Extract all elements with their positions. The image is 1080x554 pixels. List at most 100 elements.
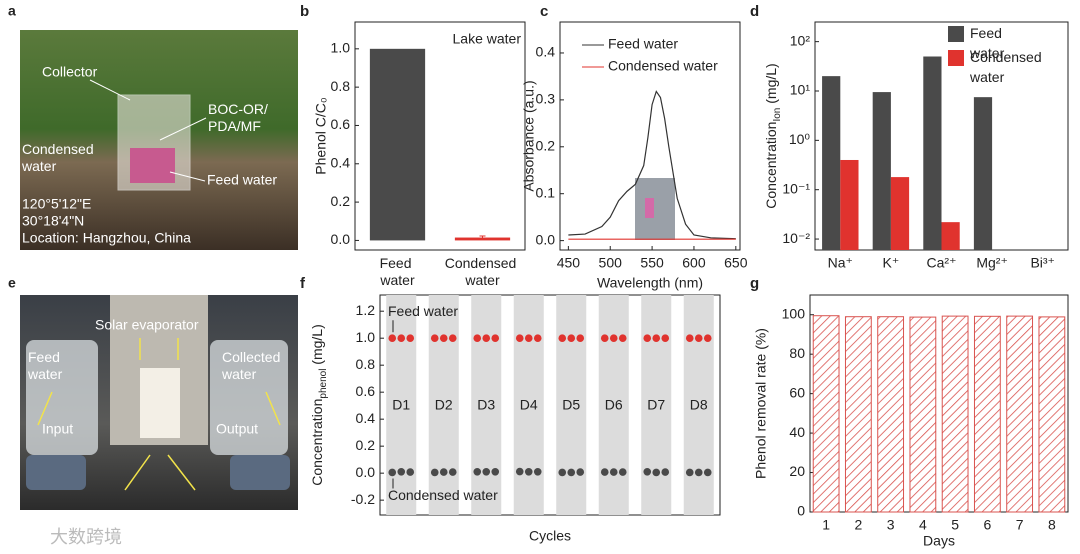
- point: [609, 468, 618, 476]
- x-tick-label: 6: [983, 517, 991, 533]
- pointer: [159, 117, 207, 141]
- point: [643, 334, 652, 342]
- y-tick-label: 20: [789, 463, 805, 479]
- bar: [872, 92, 891, 251]
- feed-tank: [26, 340, 98, 455]
- photo-label: Input: [42, 421, 73, 437]
- text-line: water: [379, 272, 415, 288]
- y-tick-label: 0.2: [536, 137, 556, 153]
- bar: [973, 315, 1001, 513]
- cycle-band: [386, 295, 417, 515]
- axis-frame: [354, 21, 526, 251]
- photo-label: 120°5'12"E: [22, 196, 91, 212]
- x-tick-label: 1: [822, 517, 830, 533]
- x-tick-label: 550: [640, 255, 664, 271]
- y-tick-label: 0.4: [331, 154, 351, 170]
- point: [406, 334, 415, 342]
- x-tick-label: Ca²⁺: [927, 255, 957, 271]
- y-tick-label: 0.4: [356, 410, 376, 426]
- y-axis-label-part: Concentration: [763, 122, 779, 209]
- photo-label: 30°18'4"N: [22, 213, 84, 229]
- point: [661, 334, 670, 342]
- axis-frame: [809, 294, 1069, 513]
- text-line: water: [969, 45, 1005, 61]
- panel-letter: f: [300, 275, 306, 292]
- cycle-band: [641, 295, 672, 515]
- y-tick-label: 0.0: [536, 231, 556, 247]
- point: [533, 334, 542, 342]
- text-line: water: [27, 366, 63, 382]
- y-tick-label: 60: [789, 384, 805, 400]
- x-axis-label: Cycles: [529, 528, 571, 544]
- collect-tank: [210, 340, 288, 455]
- point: [703, 334, 712, 342]
- y-axis-label: ConcentrationIon (mg/L): [763, 63, 783, 208]
- inset-photo: [635, 178, 675, 240]
- photo-label: Collected water: [221, 349, 284, 382]
- x-tick-label: 5: [951, 517, 959, 533]
- point: [430, 334, 439, 342]
- cycle-label: D8: [690, 396, 708, 412]
- y-tick-label: 10⁻²: [782, 230, 810, 246]
- point: [558, 334, 567, 342]
- bar: [369, 48, 426, 241]
- y-tick-label: 10⁰: [789, 131, 811, 147]
- y-tick-label: 0.8: [331, 78, 351, 94]
- y-tick-label: 10⁻¹: [782, 180, 810, 196]
- bar: [923, 56, 942, 250]
- y-axis-label-part: (mg/L): [763, 63, 779, 107]
- panel-letter: d: [750, 3, 759, 20]
- text-line: water: [21, 158, 57, 174]
- photo-label: Location: Hangzhou, China: [22, 230, 191, 246]
- photo-label: Feed water: [27, 349, 64, 382]
- cycle-band: [428, 295, 459, 515]
- x-tick-label: Mg²⁺: [976, 255, 1008, 271]
- y-tick-label: 10²: [790, 32, 811, 48]
- y-axis-label-part: phenol: [318, 369, 329, 399]
- y-axis-label: Absorbance (a.u.): [521, 80, 537, 191]
- annotation: Lake water: [453, 31, 522, 47]
- photo-label: Output: [216, 421, 258, 437]
- photo-label: BOC-OR/ PDA/MF: [208, 101, 272, 134]
- point: [524, 334, 533, 342]
- point: [439, 468, 448, 476]
- point: [652, 334, 661, 342]
- chart-panel: f -0.2 0.0 0.2 0.4 0.6 0.8 1.0 1.2 Concentrationp…: [300, 275, 721, 544]
- pointer: [89, 79, 131, 101]
- point: [482, 334, 491, 342]
- panel-letter: c: [540, 3, 548, 20]
- x-tick-label: 500: [599, 255, 623, 271]
- x-tick-label: 600: [682, 255, 706, 271]
- x-tick-label: 650: [724, 255, 748, 271]
- point: [482, 468, 491, 476]
- point: [430, 468, 439, 477]
- x-tick-label: Bi³⁺: [1030, 255, 1055, 271]
- point: [685, 468, 694, 477]
- chart-panel: b 0.0 0.2 0.4 0.6 0.8 1.0 Phenol C/C₀ Feed water…: [300, 3, 526, 288]
- cycle-label: D4: [520, 396, 538, 412]
- cycle-band: [513, 295, 544, 515]
- photo-a: a Collector BOC-OR/ PDA/MF Condensed wat…: [8, 3, 298, 250]
- x-tick-label: 2: [854, 517, 862, 533]
- point: [600, 334, 609, 342]
- cycle-label: D2: [435, 396, 453, 412]
- bar: [941, 315, 969, 513]
- text-line: water: [221, 366, 257, 382]
- point: [473, 468, 482, 476]
- panel-letter: g: [750, 275, 759, 292]
- photo-e: e Solar evaporator Feed water Collected …: [8, 275, 298, 510]
- y-axis-label-part: (mg/L): [309, 324, 325, 368]
- axis-frame: [559, 21, 741, 251]
- text-line: Feed: [380, 255, 416, 271]
- bar: [877, 316, 905, 513]
- bar: [909, 316, 937, 513]
- arrows: [37, 338, 281, 491]
- point: [439, 334, 448, 342]
- y-tick-label: 0.2: [356, 437, 376, 453]
- x-tick-label: 7: [1016, 517, 1024, 533]
- pump: [230, 455, 290, 490]
- point: [694, 334, 703, 342]
- bar: [812, 315, 840, 513]
- point: [558, 468, 567, 477]
- photo-label: Solar evaporator: [95, 317, 199, 333]
